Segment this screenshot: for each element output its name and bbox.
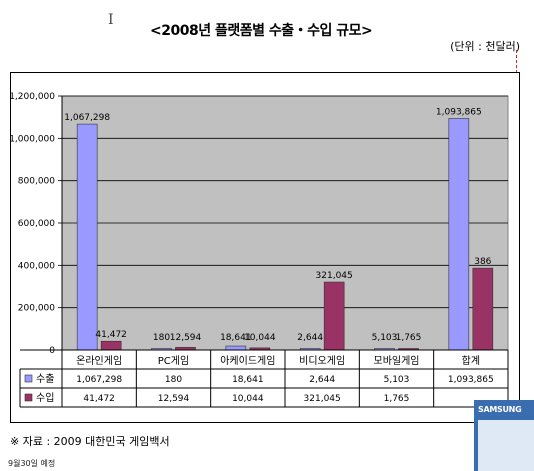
- bar-export: [448, 118, 470, 351]
- data-label: 386: [474, 257, 491, 267]
- table-cell: 12,594: [158, 394, 190, 404]
- y-tick-label: 600,000: [18, 219, 55, 229]
- table-cell: 321,045: [304, 394, 341, 404]
- category-label: 모바일게임: [374, 354, 420, 367]
- table-cell: 1,093,865: [448, 375, 494, 385]
- bar-export: [76, 123, 98, 351]
- data-label: 321,045: [316, 271, 353, 281]
- table-cell: 18,641: [232, 375, 264, 385]
- legend-label: 수입: [36, 391, 54, 404]
- data-label: 10,044: [244, 333, 276, 343]
- data-label: 1,067,298: [64, 113, 110, 123]
- table-cell: 41,472: [83, 394, 115, 404]
- popup-text: 9월30일 예정: [8, 459, 56, 468]
- y-tick-label: 1,200,000: [9, 92, 55, 102]
- popup-body: [478, 420, 534, 471]
- popup-ad[interactable]: SAMSUNG: [474, 400, 534, 471]
- category-label: 비디오게임: [299, 354, 345, 367]
- y-tick-label: 400,000: [18, 261, 55, 271]
- legend-label: 수출: [36, 373, 54, 385]
- bar-import: [100, 340, 122, 351]
- table-cell: 2,644: [309, 375, 335, 385]
- y-tick-label: 0: [49, 346, 55, 356]
- bar-import: [323, 281, 345, 351]
- data-label: 12,594: [170, 333, 202, 343]
- popup-brand: SAMSUNG: [478, 405, 522, 414]
- table-cell: 5,103: [384, 375, 410, 385]
- data-label: 2,644: [297, 333, 323, 343]
- source-note: ※ 자료 : 2009 대한민국 게임백서: [10, 435, 170, 448]
- y-tick-label: 200,000: [18, 304, 55, 314]
- data-label: 41,472: [95, 330, 127, 340]
- bar-export: [225, 345, 247, 351]
- y-tick-label: 1,000,000: [9, 134, 55, 144]
- legend-key-import: [24, 393, 33, 402]
- data-label: 1,765: [396, 333, 422, 343]
- legend-key-export: [24, 374, 33, 383]
- category-label: 아케이드게임: [220, 354, 275, 367]
- y-tick-label: 800,000: [18, 177, 55, 187]
- category-label: PC게임: [158, 354, 189, 367]
- chart-title: <2008년 플랫폼별 수출・수입 규모>: [150, 23, 373, 39]
- table-cell: 10,044: [232, 394, 264, 404]
- table-cell: 1,765: [384, 394, 410, 404]
- data-label: 5,103: [372, 333, 398, 343]
- category-label: 온라인게임: [76, 354, 122, 367]
- bar-import: [472, 267, 494, 351]
- table-cell: 180: [165, 375, 182, 385]
- table-cell: 1,067,298: [76, 375, 122, 385]
- data-label: 18,641: [220, 333, 252, 343]
- text-cursor-icon: I: [108, 12, 114, 28]
- category-label: 합계: [462, 355, 480, 367]
- data-label: 180: [153, 333, 170, 343]
- unit-label: (단위 : 천달러): [450, 40, 520, 53]
- data-label: 1,093,865: [436, 107, 482, 117]
